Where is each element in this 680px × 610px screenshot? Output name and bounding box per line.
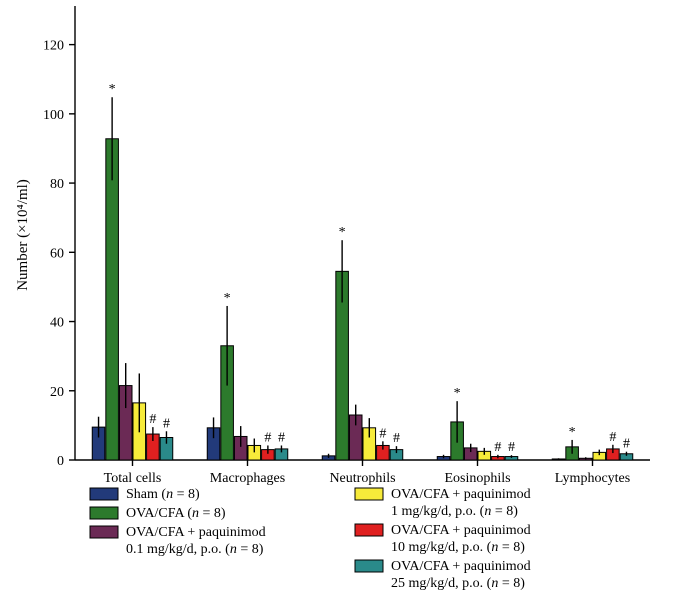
legend-swatch [355, 524, 383, 536]
significance-marker: # [393, 431, 400, 446]
y-tick-label: 120 [43, 39, 64, 54]
x-category-label: Eosinophils [444, 471, 510, 486]
legend-label: OVA/CFA + paquinimod [391, 559, 531, 574]
x-category-label: Lymphocytes [555, 471, 630, 486]
significance-marker: * [339, 225, 346, 240]
legend-label: 10 mg/kg/d, p.o. (n = 8) [391, 540, 525, 555]
x-category-label: Neutrophils [329, 471, 395, 486]
y-tick-label: 20 [50, 385, 64, 400]
significance-marker: # [163, 416, 170, 431]
significance-marker: * [109, 82, 116, 97]
significance-marker: * [569, 425, 576, 440]
legend-swatch [90, 526, 118, 538]
legend-label: OVA/CFA + paquinimod [126, 525, 266, 540]
y-axis-label: Number (×10⁴/ml) [15, 179, 31, 291]
bar [106, 139, 119, 460]
legend-label: 0.1 mg/kg/d, p.o. (n = 8) [126, 542, 264, 557]
legend-label: OVA/CFA + paquinimod [391, 487, 531, 502]
significance-marker: * [224, 291, 231, 306]
x-category-label: Total cells [104, 471, 162, 486]
chart-container: 0 20 40 60 80 100 120 Number (×10⁴/ml) Total cel… [0, 0, 680, 610]
significance-marker: # [278, 430, 285, 445]
significance-marker: * [454, 386, 461, 401]
legend-label: Sham (n = 8) [126, 487, 200, 502]
significance-marker: # [623, 437, 630, 452]
significance-marker: # [609, 430, 616, 445]
y-tick-label: 60 [50, 246, 64, 261]
significance-marker: # [494, 440, 501, 455]
y-tick-label: 40 [50, 316, 64, 331]
legend-label: OVA/CFA (n = 8) [126, 506, 226, 521]
y-tick-label: 80 [50, 177, 64, 192]
significance-marker: # [508, 440, 515, 455]
legend-swatch [355, 488, 383, 500]
legend-swatch [355, 560, 383, 572]
legend-label: 25 mg/kg/d, p.o. (n = 8) [391, 576, 525, 591]
bar-chart: 0 20 40 60 80 100 120 Number (×10⁴/ml) Total cel… [0, 0, 680, 610]
legend-swatch [90, 488, 118, 500]
legend-label: 1 mg/kg/d, p.o. (n = 8) [391, 504, 518, 519]
significance-marker: # [264, 430, 271, 445]
legend-swatch [90, 507, 118, 519]
significance-marker: # [379, 426, 386, 441]
x-category-label: Macrophages [210, 471, 285, 486]
significance-marker: # [149, 412, 156, 427]
y-tick-label: 100 [43, 108, 64, 123]
y-tick-label: 0 [57, 454, 64, 469]
legend-label: OVA/CFA + paquinimod [391, 523, 531, 538]
